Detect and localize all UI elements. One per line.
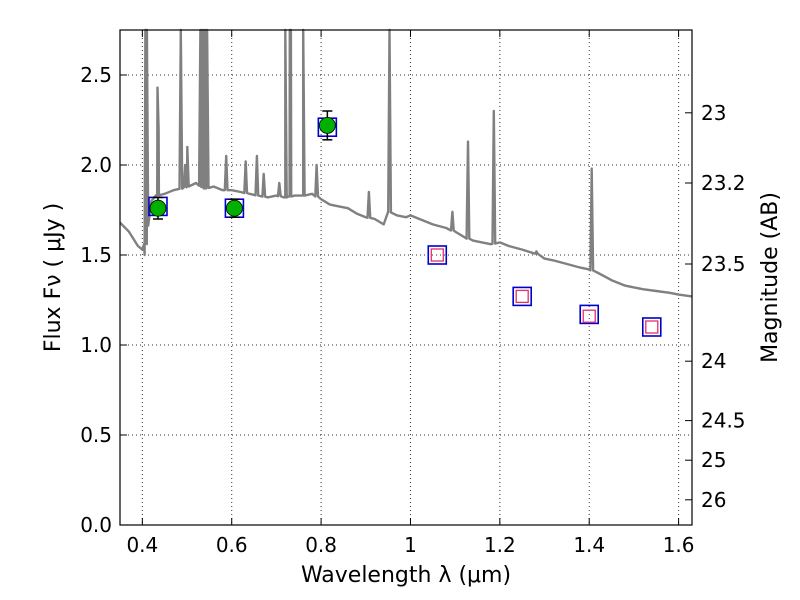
y-tick-label: 1.0 (80, 333, 112, 357)
predicted-photometry-square (430, 248, 444, 262)
y2-tick-label: 26 (701, 488, 726, 512)
y2-tick-label: 23 (701, 101, 726, 125)
y-tick-label: 0.0 (80, 513, 112, 537)
axis-ticks: 0.4 0.6 0.8 1 1.2 1.4 1.6 0.0 0.5 1.0 1.5 2.0 2.5 23 2… (80, 30, 746, 557)
x-tick-label: 1.4 (573, 533, 605, 557)
y-tick-label: 2.0 (80, 153, 112, 177)
x-tick-label: 1.6 (663, 533, 695, 557)
observed-photometry-point (225, 199, 243, 217)
y2-tick-label: 23.2 (701, 171, 746, 195)
y-tick-label: 1.5 (80, 243, 112, 267)
x-axis-label: Wavelength λ (μm) (301, 563, 511, 588)
y2-tick-label: 24.5 (701, 409, 746, 433)
x-tick-label: 0.8 (305, 533, 337, 557)
predicted-photometry-square (515, 289, 529, 304)
observed-photometry-point (149, 199, 167, 217)
model-photometry-square (641, 317, 662, 337)
x-tick-label: 0.4 (126, 533, 158, 557)
y-tick-label: 2.5 (80, 63, 112, 87)
x-tick-label: 0.6 (216, 533, 248, 557)
model-photometry-square (579, 304, 600, 325)
spectrum-line (119, 28, 693, 298)
y2-axis-label: Magnitude (AB) (758, 192, 783, 363)
predicted-photometry-square (582, 309, 596, 323)
plot-frame (119, 29, 693, 526)
y2-tick-label: 24 (701, 349, 726, 373)
y-axis-label: Flux Fν ( μJy ) (41, 203, 66, 352)
model-spectrum (119, 28, 693, 298)
predicted-photometry-square (645, 320, 659, 334)
observed-photometry-point (318, 117, 336, 134)
x-tick-label: 1 (404, 533, 417, 557)
x-tick-label: 1.2 (484, 533, 516, 557)
photometry-markers (148, 110, 662, 337)
y2-tick-label: 23.5 (701, 252, 746, 276)
model-photometry-square (512, 286, 532, 307)
y-tick-label: 0.5 (80, 423, 112, 447)
y2-tick-label: 25 (701, 448, 726, 472)
model-photometry-square (427, 245, 448, 265)
